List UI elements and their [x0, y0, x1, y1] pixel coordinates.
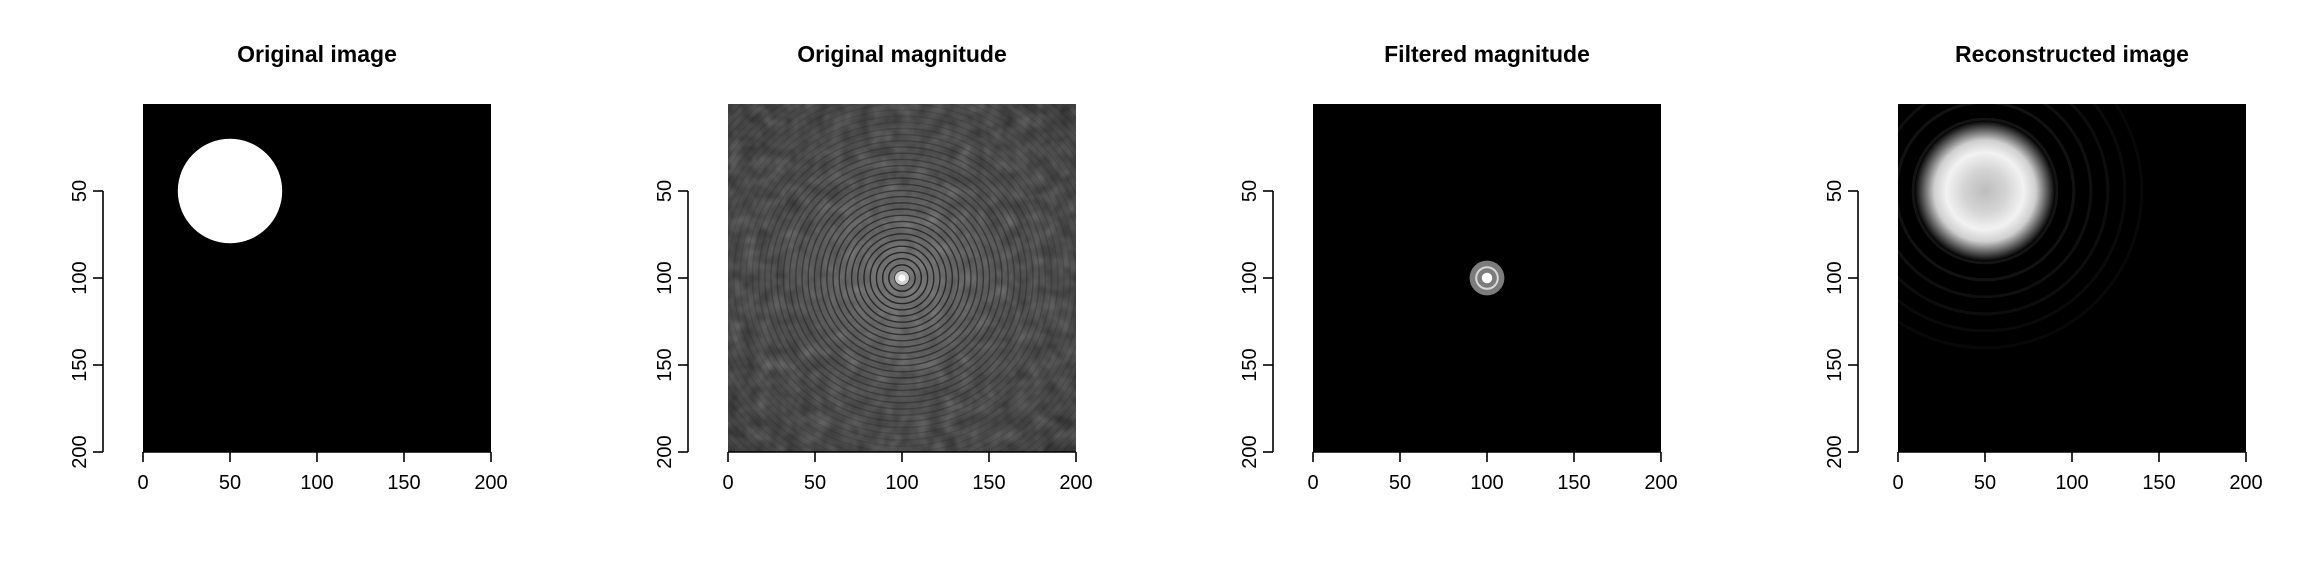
original-image-panel: Original image 50 100 150 200 0 50 100 150 200 — [69, 41, 508, 494]
y-tick-label: 200 — [654, 435, 676, 468]
x-tick-label: 0 — [137, 472, 148, 494]
x-tick-label: 150 — [1557, 472, 1590, 494]
x-tick-label: 200 — [1059, 472, 1092, 494]
x-tick-label: 0 — [722, 472, 733, 494]
y-tick-label: 150 — [1824, 348, 1846, 381]
ringing-artifact — [1877, 83, 2093, 299]
blurred-disk — [1914, 120, 2056, 262]
y-tick-label: 50 — [69, 180, 91, 202]
x-tick-label: 100 — [2055, 472, 2088, 494]
spectrum-ring — [733, 109, 1071, 447]
original-image-image — [143, 104, 491, 452]
spectrum-ring — [782, 158, 1022, 398]
x-tick-label: 200 — [474, 472, 507, 494]
spectrum-ring — [826, 202, 978, 354]
ringing-artifact — [1911, 117, 2059, 265]
filtered-magnitude-image — [1313, 104, 1661, 452]
x-tick-label: 100 — [885, 472, 918, 494]
x-tick-label: 200 — [1644, 472, 1677, 494]
spectrum-ring — [807, 183, 997, 373]
y-tick-label: 50 — [1239, 180, 1261, 202]
original-magnitude-x-axis: 0 50 100 150 200 — [722, 451, 1093, 494]
spectrum-ring — [819, 195, 985, 361]
x-tick-label: 0 — [1892, 472, 1903, 494]
original-magnitude-y-axis: 50 100 150 200 — [654, 180, 689, 469]
original-magnitude-title: Original magnitude — [797, 41, 1007, 67]
x-tick-label: 0 — [1307, 472, 1318, 494]
spectrum-ring — [850, 226, 954, 330]
y-tick-label: 100 — [654, 261, 676, 294]
y-tick-label: 50 — [654, 180, 676, 202]
spectrum-ring — [844, 220, 960, 336]
spectrum-ring — [863, 239, 941, 317]
spectrum-ring — [875, 251, 929, 305]
x-tick-label: 150 — [972, 472, 1005, 494]
x-tick-label: 150 — [2142, 472, 2175, 494]
spectrum-ring — [795, 171, 1009, 385]
spectrum-ring — [832, 208, 972, 348]
filtered-magnitude-panel: Filtered magnitude 50 100 150 200 0 50 100 150 20… — [1239, 41, 1678, 494]
x-tick-label: 50 — [1974, 472, 1996, 494]
spectrum-rings — [728, 104, 1076, 452]
spectrum-ring — [739, 115, 1065, 441]
y-tick-label: 100 — [1239, 261, 1261, 294]
original-magnitude-image — [728, 104, 1076, 452]
spectrum-ring — [751, 127, 1053, 429]
x-tick-label: 150 — [387, 472, 420, 494]
spectrum-ring — [888, 264, 916, 292]
y-tick-label: 200 — [69, 435, 91, 468]
original-image-y-axis: 50 100 150 200 — [69, 180, 104, 469]
y-tick-label: 100 — [69, 261, 91, 294]
spectrum-dc-peak — [898, 274, 906, 282]
x-tick-label: 50 — [1389, 472, 1411, 494]
original-image-x-axis: 0 50 100 150 200 — [137, 451, 508, 494]
spectrum-ring — [801, 177, 1003, 379]
spectrum-ring — [881, 257, 923, 299]
spectrum-ring — [745, 121, 1059, 435]
original-magnitude-panel: Original magnitude 50 100 150 200 0 50 100 150 20… — [654, 41, 1093, 494]
white-disk — [177, 138, 283, 244]
reconstructed-image-title: Reconstructed image — [1955, 41, 2189, 67]
y-tick-label: 150 — [654, 348, 676, 381]
reconstructed-image-panel: Reconstructed image 50 100 150 200 0 50 100 150 2… — [1824, 41, 2263, 494]
ringing-artifact — [1860, 66, 2110, 316]
y-tick-label: 150 — [69, 348, 91, 381]
filtered-magnitude-title: Filtered magnitude — [1384, 41, 1590, 67]
x-tick-label: 100 — [300, 472, 333, 494]
y-tick-label: 50 — [1824, 180, 1846, 202]
y-tick-label: 150 — [1239, 348, 1261, 381]
ringing-artifact — [1843, 49, 2127, 333]
spectrum-ring — [757, 133, 1047, 423]
spectrum-ring — [776, 152, 1028, 404]
spectrum-ring — [813, 189, 991, 367]
x-tick-label: 100 — [1470, 472, 1503, 494]
spectrum-ring — [764, 140, 1040, 416]
filtered-magnitude-x-axis: 0 50 100 150 200 — [1307, 451, 1678, 494]
ringing-artifact — [1894, 100, 2076, 282]
x-tick-label: 50 — [804, 472, 826, 494]
reconstructed-image-image — [1843, 49, 2246, 452]
spectrum-ring — [770, 146, 1034, 410]
x-tick-label: 200 — [2229, 472, 2262, 494]
spectrum-ring — [857, 233, 947, 323]
y-tick-label: 200 — [1239, 435, 1261, 468]
x-tick-label: 50 — [219, 472, 241, 494]
y-tick-label: 100 — [1824, 261, 1846, 294]
y-tick-label: 200 — [1824, 435, 1846, 468]
spectrum-ring — [788, 164, 1016, 392]
spectrum-ring — [869, 245, 935, 311]
passband-peak — [1481, 272, 1493, 284]
filtered-magnitude-y-axis: 50 100 150 200 — [1239, 180, 1274, 469]
original-image-title: Original image — [237, 41, 397, 67]
spectrum-ring — [838, 214, 966, 342]
reconstructed-image-y-axis: 50 100 150 200 — [1824, 180, 1859, 469]
reconstructed-image-x-axis: 0 50 100 150 200 — [1892, 451, 2263, 494]
passband-ring — [1475, 266, 1499, 290]
